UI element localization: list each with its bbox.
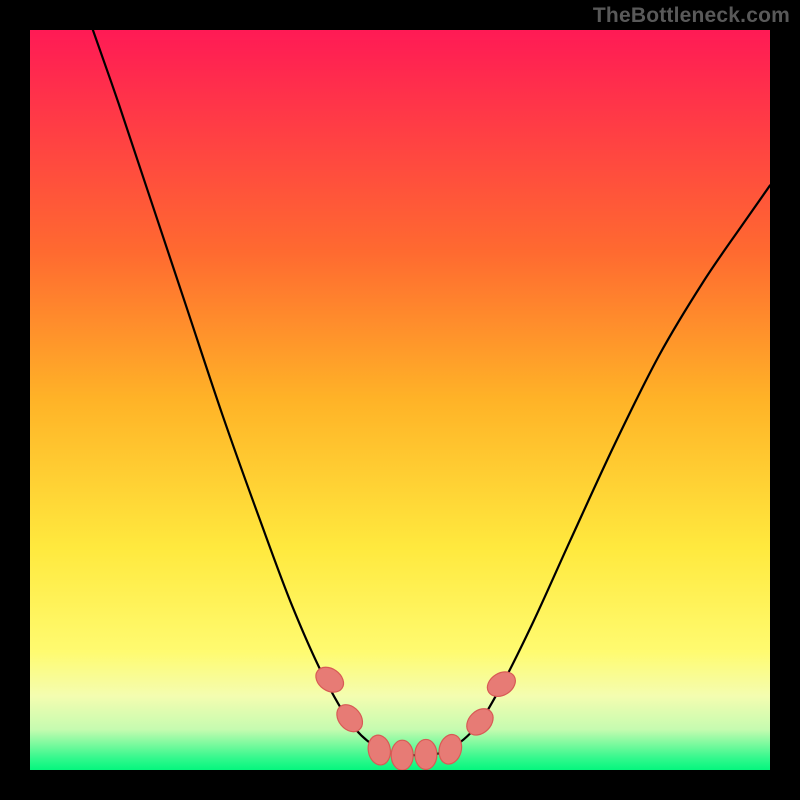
curve-marker xyxy=(391,740,413,770)
watermark-text: TheBottleneck.com xyxy=(593,4,790,28)
curve-marker xyxy=(415,739,437,769)
chart-frame: TheBottleneck.com xyxy=(0,0,800,800)
gradient-background xyxy=(30,30,770,770)
plot-svg xyxy=(30,30,770,770)
